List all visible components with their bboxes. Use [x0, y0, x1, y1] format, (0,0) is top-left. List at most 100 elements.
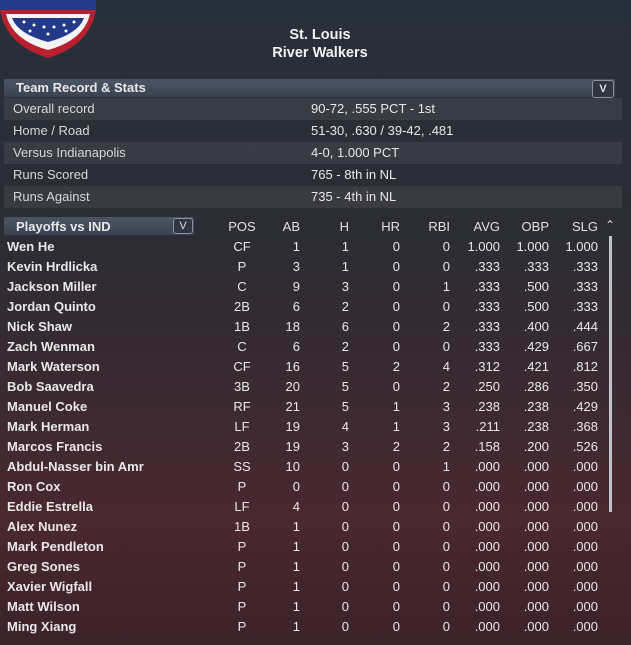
stat-obp: .000: [523, 499, 549, 514]
player-name[interactable]: Mark Herman: [7, 419, 90, 434]
col-slg[interactable]: SLG: [571, 219, 598, 234]
stat-rbi: 2: [442, 319, 450, 334]
table-row[interactable]: Nick Shaw 1B 18 6 0 2 .333 .400 .444: [4, 316, 604, 336]
table-row[interactable]: Mark Pendleton P 1 0 0 0 .000 .000 .000: [4, 536, 604, 556]
col-hr[interactable]: HR: [381, 219, 400, 234]
stat-hr: 0: [392, 339, 400, 354]
stat-hr: 0: [392, 559, 400, 574]
stat-hr: 0: [392, 619, 400, 634]
stat-obp: 1.000: [516, 239, 549, 254]
player-name[interactable]: Nick Shaw: [7, 319, 73, 334]
stat-avg: 1.000: [467, 239, 500, 254]
stat-slg: .333: [572, 299, 598, 314]
player-name[interactable]: Ron Cox: [7, 479, 61, 494]
player-name[interactable]: Zach Wenman: [7, 339, 95, 354]
table-row[interactable]: Mark Herman LF 19 4 1 3 .211 .238 .368: [4, 416, 604, 436]
stat-ab: 21: [285, 399, 300, 414]
stat-ab: 6: [292, 339, 300, 354]
stat-avg: .238: [474, 399, 500, 414]
col-rbi[interactable]: RBI: [428, 219, 450, 234]
record-label: Home / Road: [13, 123, 90, 138]
stat-ab: 4: [292, 499, 300, 514]
stat-rbi: 0: [442, 479, 450, 494]
stat-rbi: 0: [442, 499, 450, 514]
stat-pos: P: [237, 599, 247, 614]
table-row[interactable]: Ming Xiang P 1 0 0 0 .000 .000 .000: [4, 616, 604, 636]
player-name[interactable]: Manuel Coke: [7, 399, 88, 414]
record-label: Runs Against: [13, 189, 90, 204]
stat-rbi: 0: [442, 519, 450, 534]
col-ab[interactable]: AB: [282, 219, 300, 234]
player-name[interactable]: Mark Waterson: [7, 359, 100, 374]
stat-ab: 1: [292, 239, 300, 254]
col-obp[interactable]: OBP: [521, 219, 549, 234]
stat-h: 4: [341, 419, 349, 434]
stat-pos: LF: [234, 419, 250, 434]
stat-rbi: 0: [442, 599, 450, 614]
table-row[interactable]: Abdul-Nasser bin Amr SS 10 0 0 1 .000 .000 .000: [4, 456, 604, 476]
player-name[interactable]: Wen He: [7, 239, 55, 254]
chevron-down-icon[interactable]: V: [173, 218, 193, 234]
record-row: Overall record 90-72, .555 PCT - 1st: [4, 98, 622, 120]
table-row[interactable]: Alex Nunez 1B 1 0 0 0 .000 .000 .000: [4, 516, 604, 536]
table-row[interactable]: Ron Cox P 0 0 0 0 .000 .000 .000: [4, 476, 604, 496]
table-row[interactable]: Jordan Quinto 2B 6 2 0 0 .333 .500 .333: [4, 296, 604, 316]
player-name[interactable]: Kevin Hrdlicka: [7, 259, 98, 274]
stat-obp: .000: [523, 559, 549, 574]
table-row[interactable]: Matt Wilson P 1 0 0 0 .000 .000 .000: [4, 596, 604, 616]
table-row[interactable]: Manuel Coke RF 21 5 1 3 .238 .238 .429: [4, 396, 604, 416]
stat-h: 5: [341, 399, 349, 414]
table-row[interactable]: Bob Saavedra 3B 20 5 0 2 .250 .286 .350: [4, 376, 604, 396]
stat-h: 5: [341, 359, 349, 374]
player-name[interactable]: Eddie Estrella: [7, 499, 93, 514]
col-pos[interactable]: POS: [228, 219, 256, 234]
scrollbar[interactable]: [609, 236, 612, 512]
player-name[interactable]: Abdul-Nasser bin Amr: [7, 459, 144, 474]
col-avg[interactable]: AVG: [473, 219, 501, 234]
stat-avg: .000: [474, 479, 500, 494]
stat-rbi: 0: [442, 259, 450, 274]
stats-filter-select[interactable]: Playoffs vs IND V: [4, 217, 194, 235]
team-name: River Walkers: [272, 45, 368, 61]
table-row[interactable]: Wen He CF 1 1 0 0 1.000 1.000 1.000: [4, 236, 604, 256]
player-name[interactable]: Marcos Francis: [7, 439, 103, 454]
team-city: St. Louis: [289, 27, 351, 43]
stat-rbi: 0: [442, 339, 450, 354]
stat-pos: C: [237, 339, 247, 354]
player-name[interactable]: Greg Sones: [7, 559, 80, 574]
player-name[interactable]: Jordan Quinto: [7, 299, 96, 314]
player-name[interactable]: Mark Pendleton: [7, 539, 104, 554]
player-name[interactable]: Xavier Wigfall: [7, 579, 93, 594]
stat-ab: 1: [292, 599, 300, 614]
stat-hr: 2: [392, 359, 400, 374]
table-row[interactable]: Jackson Miller C 9 3 0 1 .333 .500 .333: [4, 276, 604, 296]
stat-pos: P: [237, 259, 247, 274]
player-name[interactable]: Bob Saavedra: [7, 379, 94, 394]
stats-filter-label: Playoffs vs IND: [16, 219, 111, 234]
record-row: Runs Against 735 - 4th in NL: [4, 186, 622, 208]
stat-slg: .000: [572, 559, 598, 574]
sort-up-icon[interactable]: ⌃: [605, 218, 616, 232]
stat-slg: .667: [572, 339, 598, 354]
stat-h: 1: [341, 239, 349, 254]
table-row[interactable]: Xavier Wigfall P 1 0 0 0 .000 .000 .000: [4, 576, 604, 596]
table-row[interactable]: Zach Wenman C 6 2 0 0 .333 .429 .667: [4, 336, 604, 356]
table-row[interactable]: Kevin Hrdlicka P 3 1 0 0 .333 .333 .333: [4, 256, 604, 276]
player-name[interactable]: Matt Wilson: [7, 599, 80, 614]
stat-h: 2: [341, 339, 349, 354]
table-row[interactable]: Eddie Estrella LF 4 0 0 0 .000 .000 .000: [4, 496, 604, 516]
table-row[interactable]: Greg Sones P 1 0 0 0 .000 .000 .000: [4, 556, 604, 576]
player-name[interactable]: Jackson Miller: [7, 279, 97, 294]
player-name[interactable]: Alex Nunez: [7, 519, 78, 534]
stat-ab: 18: [285, 319, 300, 334]
table-row[interactable]: Mark Waterson CF 16 5 2 4 .312 .421 .812: [4, 356, 604, 376]
stat-rbi: 3: [442, 399, 450, 414]
chevron-down-icon[interactable]: V: [592, 80, 614, 98]
record-label: Overall record: [13, 101, 95, 116]
stat-avg: .158: [474, 439, 500, 454]
table-row[interactable]: Marcos Francis 2B 19 3 2 2 .158 .200 .526: [4, 436, 604, 456]
stat-slg: .429: [572, 399, 598, 414]
col-h[interactable]: H: [339, 219, 349, 234]
player-name[interactable]: Ming Xiang: [7, 619, 77, 634]
stat-ab: 1: [292, 539, 300, 554]
